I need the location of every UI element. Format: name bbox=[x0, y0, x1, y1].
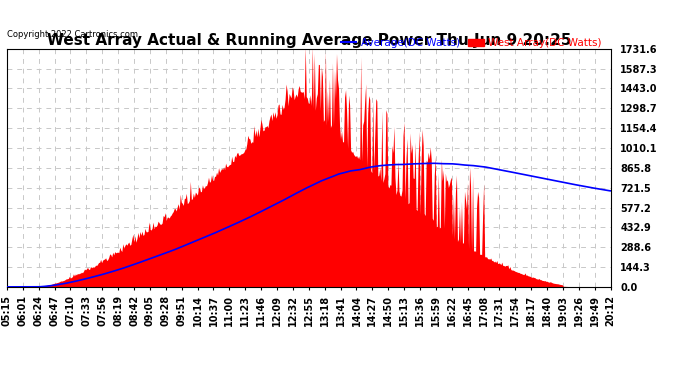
Title: West Array Actual & Running Average Power Thu Jun 9 20:25: West Array Actual & Running Average Powe… bbox=[46, 33, 571, 48]
Legend: Average(DC Watts), West Array(DC Watts): Average(DC Watts), West Array(DC Watts) bbox=[337, 34, 605, 52]
Text: Copyright 2022 Cartronics.com: Copyright 2022 Cartronics.com bbox=[7, 30, 138, 39]
